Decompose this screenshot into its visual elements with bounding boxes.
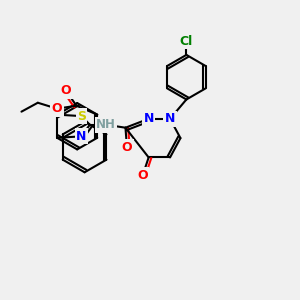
- Text: O: O: [61, 84, 71, 98]
- Text: S: S: [77, 110, 86, 123]
- Text: O: O: [52, 102, 62, 115]
- Text: N: N: [143, 112, 154, 125]
- Text: O: O: [137, 169, 148, 182]
- Text: N: N: [165, 112, 175, 125]
- Text: Cl: Cl: [180, 35, 193, 48]
- Text: O: O: [122, 140, 132, 154]
- Text: NH: NH: [96, 118, 116, 131]
- Text: N: N: [76, 130, 87, 143]
